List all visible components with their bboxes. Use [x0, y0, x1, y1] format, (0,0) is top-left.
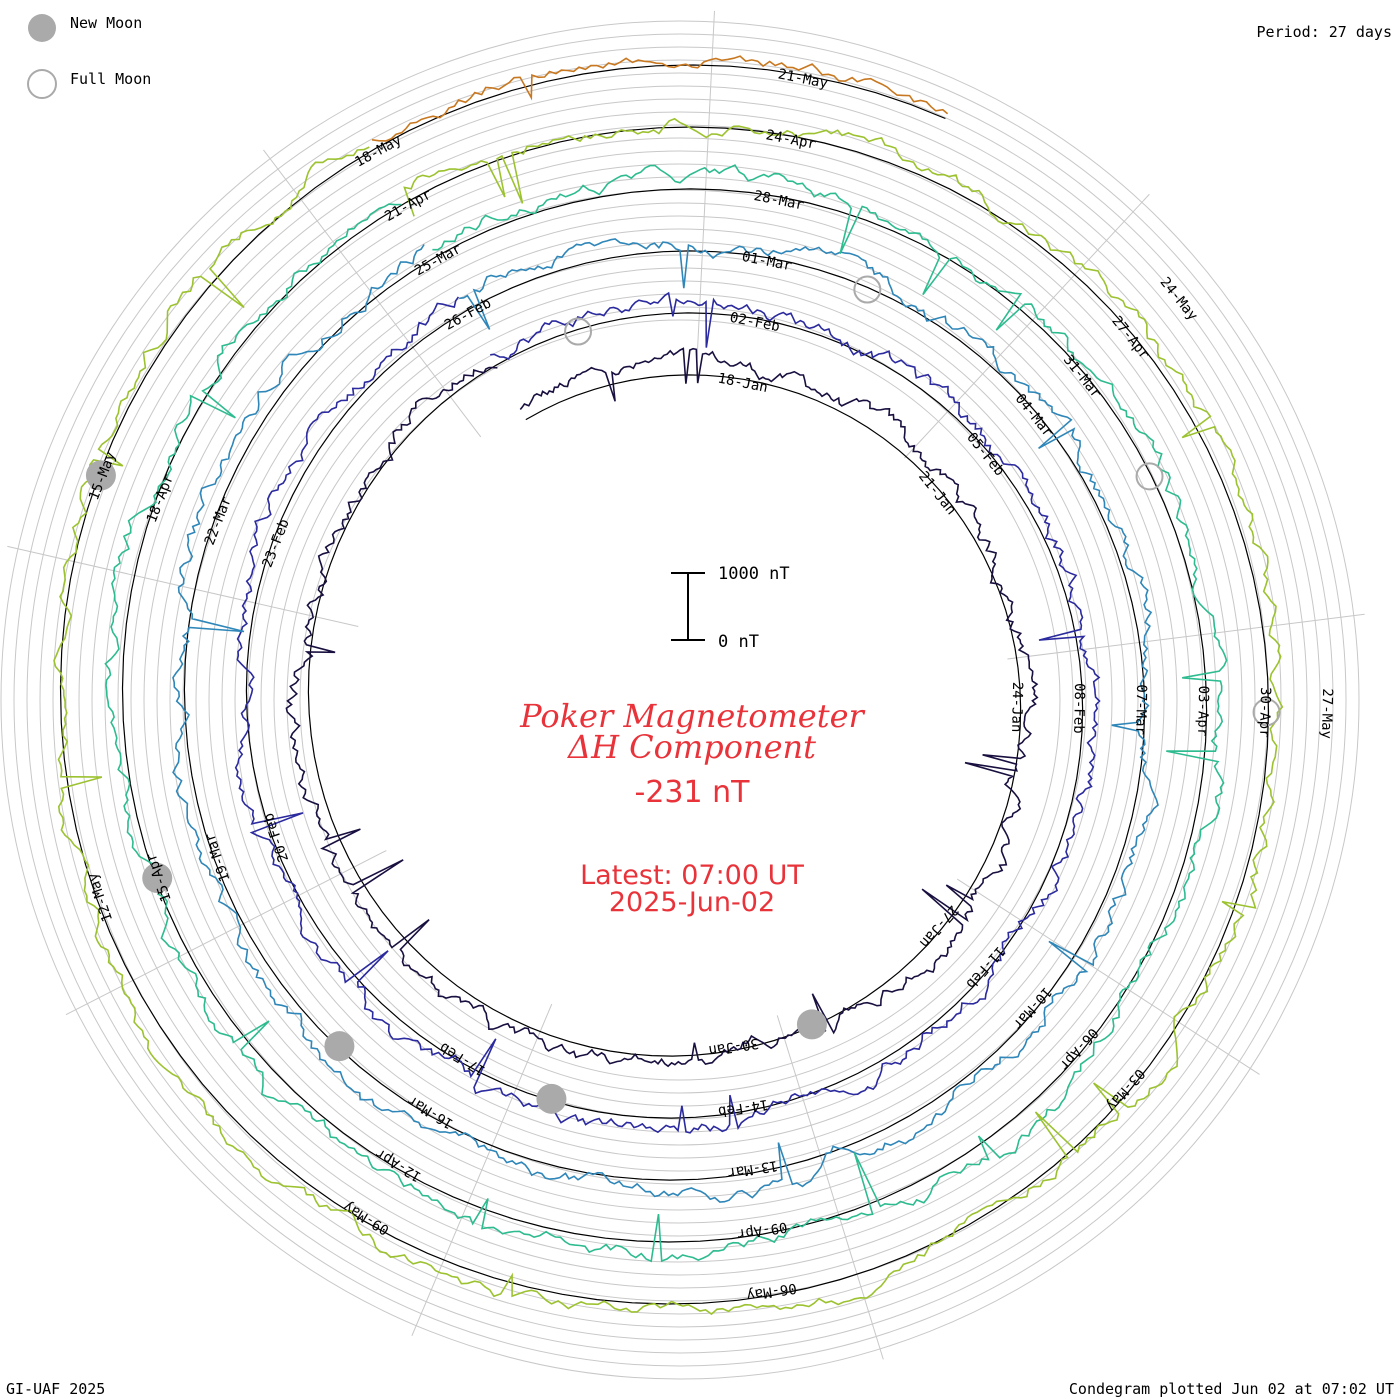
grid-ring: [13, 33, 1347, 1367]
trace-turn-1: [285, 347, 1039, 1068]
trace-turn-6: [371, 55, 949, 142]
new-moon-marker: [536, 1083, 567, 1114]
date-tick-label: 09-Apr: [736, 1218, 788, 1242]
grid-spoke: [7, 545, 359, 628]
new-moon-marker: [142, 862, 173, 893]
date-tick-label: 14-Feb: [717, 1096, 769, 1120]
full-moon-marker: [853, 275, 882, 304]
grid-ring: [208, 228, 1152, 1172]
grid-ring: [286, 306, 1074, 1094]
trace-turn-2: [234, 291, 1101, 1134]
date-tick-label: 08-Feb: [1070, 683, 1087, 734]
date-tick-label: 21-May: [777, 66, 830, 92]
date-tick-label: 12-Apr: [373, 1145, 425, 1185]
new-moon-marker: [796, 1009, 827, 1040]
date-tick-label: 21-Apr: [382, 187, 434, 225]
grid-spoke: [65, 850, 387, 1016]
trace-turn-4: [104, 164, 1228, 1263]
grid-ring: [104, 124, 1256, 1276]
date-tick-label: 16-Mar: [405, 1092, 457, 1132]
grid-ring: [299, 319, 1061, 1081]
trace-turn-3: [172, 238, 1159, 1203]
full-moon-marker: [564, 317, 593, 346]
date-tick-label: 27-May: [1318, 688, 1335, 739]
date-tick-label: 02-Feb: [728, 310, 781, 336]
date-tick-label: 23-Feb: [260, 517, 293, 570]
date-tick-label: 13-Mar: [726, 1157, 778, 1181]
grid-spoke: [956, 878, 1260, 1075]
date-tick-label: 01-Mar: [740, 249, 793, 275]
new-moon-legend-label: New Moon: [70, 14, 142, 32]
scale-top-label: 1000 nT: [718, 564, 790, 584]
grid-ring: [273, 293, 1087, 1107]
grid-ring: [26, 46, 1334, 1354]
date-tick-label: 10-Mar: [1009, 984, 1054, 1033]
grid-ring: [247, 267, 1113, 1133]
date-tick-label: 19-Mar: [202, 831, 233, 884]
trace-turn-5: [53, 117, 1284, 1316]
grid-ring: [130, 150, 1230, 1250]
footer-label: Condegram plotted Jun 02 at 07:02 UT: [1069, 1380, 1394, 1398]
grid-ring: [52, 72, 1308, 1328]
date-tick-label: 12-May: [85, 871, 116, 924]
new-moon-marker: [324, 1031, 355, 1062]
date-tick-label: 31-Mar: [1060, 352, 1104, 401]
date-tick-label: 07-Mar: [1132, 684, 1149, 735]
grid-ring: [0, 20, 1360, 1380]
date-tick-label: 03-Apr: [1194, 685, 1211, 736]
full-moon-legend-icon: [27, 69, 57, 99]
grid-spoke: [776, 1015, 884, 1360]
new-moon-legend-icon: [28, 14, 56, 42]
data-traces: [53, 55, 1284, 1316]
date-tick-label: 03-May: [1102, 1065, 1147, 1114]
credit-label: GI-UAF 2025: [6, 1380, 105, 1398]
new-moon-marker: [85, 460, 116, 491]
grid-ring: [169, 189, 1191, 1211]
baseline-spiral: [59, 64, 1270, 1305]
polar-grid: [0, 10, 1365, 1380]
grid-ring: [117, 137, 1243, 1263]
current-value: -231 nT: [635, 775, 751, 810]
grid-spoke: [1007, 613, 1365, 660]
chart-title: Poker Magnetometer: [519, 697, 865, 735]
date-tick-label: 21-Jan: [915, 469, 959, 518]
full-moon-marker: [1252, 698, 1281, 727]
date-tick-label: 26-Feb: [442, 295, 494, 333]
scale-bottom-label: 0 nT: [718, 632, 759, 652]
date-tick-label: 30-Jan: [707, 1035, 759, 1059]
grid-ring: [182, 202, 1178, 1198]
grid-ring: [65, 85, 1295, 1315]
grid-ring: [195, 215, 1165, 1185]
grid-spoke: [695, 10, 715, 371]
full-moon-marker: [1135, 462, 1164, 491]
grid-spoke: [411, 1003, 553, 1336]
date-tick-label: 27-Jan: [916, 902, 961, 951]
grid-ring: [221, 241, 1139, 1159]
date-tick-label: 04-Mar: [1012, 391, 1056, 440]
grid-ring: [156, 176, 1204, 1224]
date-tick-label: 11-Feb: [962, 943, 1007, 992]
full-moon-legend-label: Full Moon: [70, 70, 151, 88]
grid-spoke: [263, 149, 482, 438]
chart-subtitle: ΔH Component: [566, 728, 816, 766]
latest-date: 2025-Jun-02: [609, 887, 775, 918]
date-tick-label: 24-Jan: [1008, 682, 1025, 733]
grid-ring: [39, 59, 1321, 1341]
latest-time: Latest: 07:00 UT: [580, 860, 804, 891]
date-tick-label: 18-Jan: [716, 371, 769, 397]
grid-ring: [78, 98, 1282, 1302]
date-tick-label: 06-May: [745, 1280, 797, 1304]
grid-spoke: [904, 193, 1150, 459]
date-tick-label: 30-Apr: [1256, 687, 1273, 738]
grid-ring: [143, 163, 1217, 1237]
moon-markers: [85, 275, 1281, 1114]
date-tick-label: 24-May: [1157, 274, 1201, 323]
period-label: Period: 27 days: [1257, 23, 1392, 41]
